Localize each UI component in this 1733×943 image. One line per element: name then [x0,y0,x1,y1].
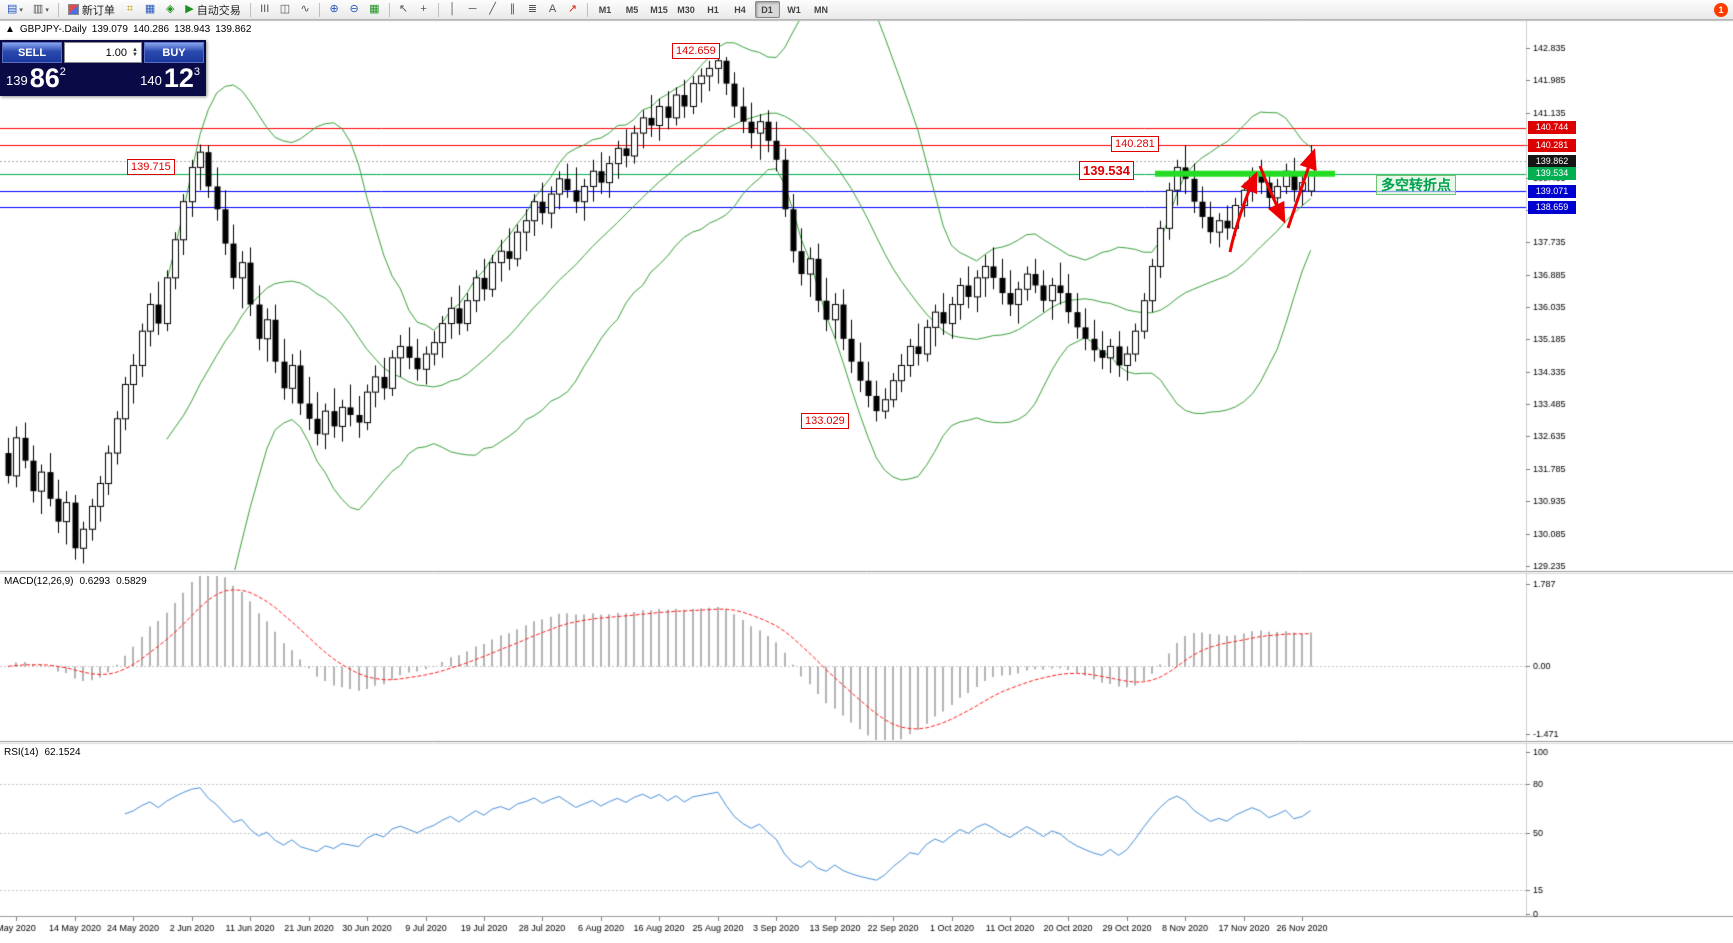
candlestick-chart-button[interactable]: ◫ [276,1,294,18]
notification-badge[interactable]: 1 [1714,3,1728,17]
axis-price-tag: 139.071 [1528,185,1576,198]
timeframe-m30[interactable]: M30 [677,4,695,15]
play-icon: ▶ [185,3,194,15]
axis-price-tag: 140.281 [1528,139,1576,152]
symbol-name: GBPJPY-.Daily [19,24,87,35]
candlestick-icon: ◫ [279,3,291,15]
price-callout[interactable]: 139.534 [1079,161,1134,180]
arrow-tool-icon: ↗ [567,3,578,15]
data-window-icon: ▦ [144,3,156,15]
down-arrow[interactable] [1258,165,1286,224]
symbol-close: 139.862 [215,24,252,35]
up-arrow-2[interactable] [1286,148,1317,229]
data-window-button[interactable]: ▦ [141,1,159,18]
text-tool-button[interactable]: A [544,1,562,18]
buy-button[interactable]: BUY [144,42,204,63]
symbol-high: 140.286 [132,24,170,35]
up-arrow-1[interactable] [1228,171,1258,253]
toolbar-separator [586,2,588,17]
market-watch-icon: ⌗ [126,3,133,15]
sell-price[interactable]: 139 86 2 [6,63,66,93]
price-callout[interactable]: 142.659 [672,43,720,59]
new-chart-icon: ▤ [7,3,18,15]
zoom-in-button[interactable]: ⊕ [325,1,343,18]
sell-button[interactable]: SELL [2,42,62,63]
volume-field: ▲ ▼ [64,42,142,63]
chevron-down-icon: ▾ [19,6,23,14]
line-chart-icon: ∿ [300,3,310,15]
symbol-low: 138.943 [174,24,211,35]
horizontal-line-icon: ─ [468,3,477,15]
crosshair-button[interactable]: + [415,1,433,18]
tile-windows-icon: ▦ [369,3,380,15]
macd-label: MACD(12,26,9) 0.6293 0.5829 [4,576,147,587]
navigator-button[interactable]: ◈ [161,1,179,18]
toolbar: ▤ ▾ ▥ ▾ 新订单 ⌗ ▦ ◈ ▶ 自动交易 ΙΙΙ ◫ ∿ ⊕ ⊖ ▦ ↖ + … [0,0,1733,20]
price-callout[interactable]: 139.715 [127,159,175,175]
tile-windows-button[interactable]: ▦ [365,1,383,18]
toolbar-separator [388,2,390,17]
cursor-icon: ↖ [398,3,409,15]
navigator-icon: ◈ [166,3,175,15]
turning-point-label[interactable]: 多空转折点 [1376,175,1456,195]
trendline-button[interactable]: ╱ [484,1,502,18]
fibonacci-icon: ≣ [527,3,538,15]
auto-trading-button[interactable]: ▶ 自动交易 [185,3,241,17]
market-watch-button[interactable]: ⌗ [121,1,139,18]
symbol-info: ▲ GBPJPY-.Daily 139.079 140.286 138.943 139.8… [5,24,256,35]
profiles-button[interactable]: ▥ ▾ [29,1,53,18]
timeframe-w1[interactable]: W1 [787,4,801,15]
bar-chart-icon: ΙΙΙ [260,3,270,15]
arrow-tool-button[interactable]: ↗ [564,1,582,18]
new-order-button[interactable]: 新订单 [64,1,119,18]
axis-price-tag: 139.534 [1528,167,1576,180]
line-chart-button[interactable]: ∿ [296,1,314,18]
axis-price-tag: 139.862 [1528,155,1576,168]
timeframe-d1[interactable]: D1 [754,1,780,18]
vertical-line-button[interactable]: │ [444,1,462,18]
timeframe-m1[interactable]: M1 [598,4,612,15]
timeframe-m5[interactable]: M5 [625,4,639,15]
horizontal-line-button[interactable]: ─ [464,1,482,18]
price-callout[interactable]: 133.029 [801,413,849,429]
timeframe-h1[interactable]: H1 [707,4,719,15]
one-click-trade-panel: SELL ▲ ▼ BUY 139 86 2 140 12 3 [0,40,206,96]
chevron-down-icon: ▾ [45,6,49,14]
toolbar-separator [319,2,321,17]
bar-chart-button[interactable]: ΙΙΙ [256,1,274,18]
crosshair-icon: + [420,3,427,15]
new-chart-button[interactable]: ▤ ▾ [3,1,27,18]
buy-price[interactable]: 140 12 3 [140,63,200,93]
timeframe-h4[interactable]: H4 [734,4,746,15]
text-icon: A [548,3,557,15]
symbol-open: 139.079 [91,24,128,35]
symbol-marker-icon: ▲ [5,24,15,35]
volume-down-icon[interactable]: ▼ [132,51,138,58]
rsi-label: RSI(14) 62.1524 [4,747,81,758]
price-callout[interactable]: 140.281 [1111,136,1159,152]
profiles-icon: ▥ [32,3,44,15]
zoom-in-icon: ⊕ [329,3,339,15]
channel-icon: ∥ [509,3,516,15]
channel-button[interactable]: ∥ [504,1,522,18]
volume-up-icon[interactable]: ▲ [132,46,138,53]
axis-price-tag: 140.744 [1528,121,1576,134]
fibonacci-button[interactable]: ≣ [524,1,542,18]
zoom-out-button[interactable]: ⊖ [345,1,363,18]
trendline-icon: ╱ [489,3,496,15]
toolbar-separator [437,2,439,17]
vertical-line-icon: │ [449,3,456,15]
zoom-out-icon: ⊖ [349,3,359,15]
new-order-icon [67,4,79,15]
cursor-button[interactable]: ↖ [395,1,413,18]
toolbar-separator [57,2,59,17]
toolbar-separator [249,2,251,17]
timeframe-mn[interactable]: MN [814,4,829,15]
volume-stepper: ▲ ▼ [129,46,141,58]
volume-input[interactable] [65,45,129,60]
timeframe-m15[interactable]: M15 [650,4,668,15]
axis-price-tag: 138.659 [1528,201,1576,214]
